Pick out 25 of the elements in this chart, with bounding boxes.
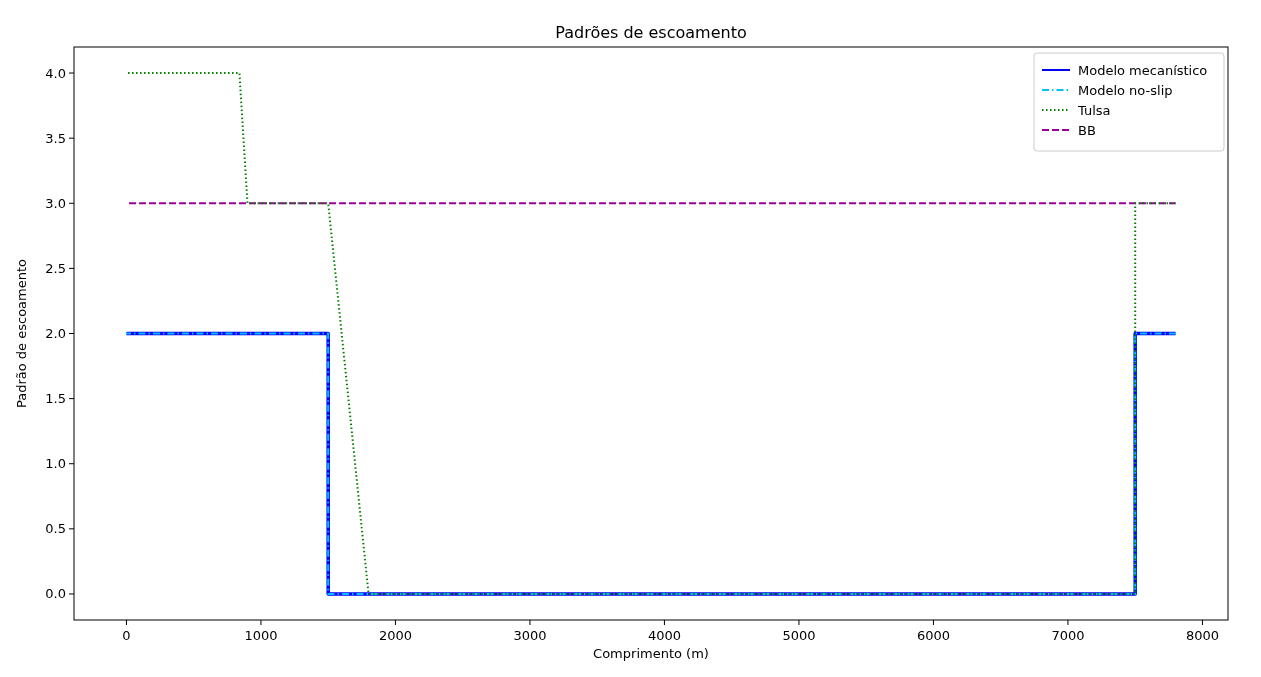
x-tick-label: 3000: [513, 628, 547, 643]
y-tick-label: 1.0: [45, 456, 66, 472]
y-tick-label: 4.0: [45, 65, 66, 81]
y-tick-label: 3.5: [45, 130, 66, 146]
x-axis-title: Comprimento (m): [593, 646, 709, 661]
legend-label: Tulsa: [1077, 103, 1111, 118]
y-tick-label: 1.5: [45, 391, 66, 407]
y-tick-label: 2.5: [45, 260, 66, 276]
chart-title: Padrões de escoamento: [555, 23, 747, 42]
x-tick-label: 1000: [244, 628, 278, 643]
y-tick-label: 2.0: [45, 326, 66, 341]
legend-label: BB: [1078, 123, 1096, 138]
x-tick-label: 4000: [647, 628, 681, 643]
legend-label: Modelo no-slip: [1078, 83, 1173, 98]
x-tick-label: 0: [122, 628, 131, 643]
x-tick-label: 8000: [1185, 628, 1219, 643]
y-tick-label: 0.5: [45, 521, 66, 537]
x-tick-label: 5000: [782, 628, 816, 643]
legend-label: Modelo mecanístico: [1078, 63, 1208, 78]
x-tick-label: 2000: [378, 628, 412, 643]
y-axis-title: Padrão de escoamento: [14, 258, 29, 409]
x-tick-label: 7000: [1051, 628, 1085, 643]
y-tick-label: 0.0: [45, 586, 66, 602]
x-tick-label: 6000: [916, 628, 950, 643]
y-tick-label: 3.0: [45, 195, 66, 211]
